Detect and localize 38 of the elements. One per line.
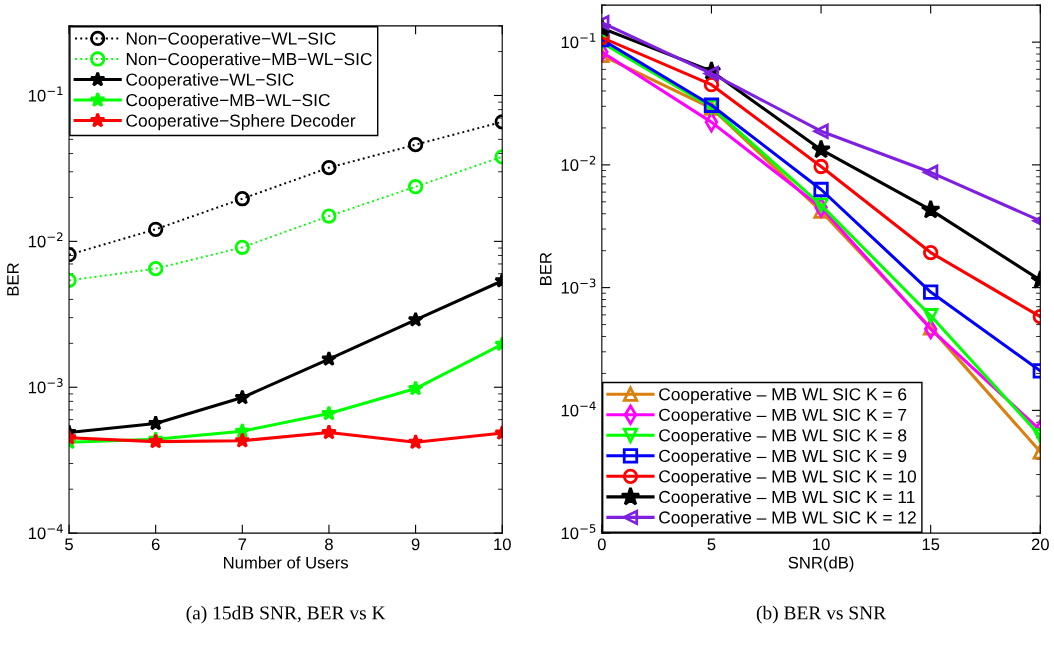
text: (a) 15dB SNR, BER vs K — [186, 605, 386, 624]
x-axis-title: SNR(dB) — [788, 556, 854, 572]
y-tick-label: 10$^{−2}$ — [28, 232, 63, 248]
legend-label: Cooperative−WL−SIC — [126, 73, 294, 90]
y-tick-label: 10$^{−4}$ — [561, 401, 596, 417]
x-tick-label: 9 — [411, 538, 420, 551]
y-tick-label: 10$^{−4}$ — [28, 524, 63, 540]
x-axis-title: Number of Users — [224, 556, 349, 569]
x-tick-label: 7 — [238, 538, 247, 551]
x-tick-label: 5 — [65, 538, 73, 551]
y-axis-title: BER — [539, 252, 552, 285]
x-tick-label: 10 — [494, 538, 511, 551]
legend-label: Cooperative – MB WL SIC K = 11 — [659, 490, 915, 507]
x-tick-label: 0 — [597, 538, 606, 551]
legend-label: Non−Cooperative−MB−WL−SIC — [126, 52, 372, 69]
legend-label: Non−Cooperative−WL−SIC — [126, 31, 336, 49]
legend-label: Cooperative – MB WL SIC K = 6 — [659, 387, 907, 404]
text: (b) BER vs SNR — [756, 605, 887, 624]
x-tick-label: 6 — [151, 538, 160, 551]
legend-label: Cooperative−MB−WL−SIC — [126, 93, 330, 110]
legend-label: Cooperative – MB WL SIC K = 7 — [659, 408, 907, 425]
x-tick-label: 10 — [813, 538, 830, 551]
y-tick-label: 10$^{−1}$ — [28, 86, 63, 102]
y-axis-title: BER — [7, 263, 19, 296]
legend-label: Cooperative−Sphere Decoder — [126, 114, 356, 131]
y-tick-label: 10$^{−3}$ — [28, 378, 63, 394]
x-tick-label: 20 — [1031, 538, 1049, 551]
y-tick-label: 10$^{−5}$ — [561, 524, 596, 540]
x-tick-label: 8 — [325, 538, 333, 551]
y-tick-label: 10$^{−2}$ — [561, 155, 596, 171]
x-tick-label: 5 — [707, 538, 716, 551]
y-tick-label: 10$^{−1}$ — [561, 33, 596, 49]
legend-label: Cooperative – MB WL SIC K = 12 — [659, 510, 916, 528]
legend-label: Cooperative – MB WL SIC K = 8 — [659, 428, 907, 445]
legend-label: Cooperative – MB WL SIC K = 10 — [659, 469, 917, 486]
y-tick-label: 10$^{−3}$ — [561, 278, 596, 294]
legend-label: Cooperative – MB WL SIC K = 9 — [659, 449, 907, 466]
x-tick-label: 15 — [922, 538, 940, 551]
